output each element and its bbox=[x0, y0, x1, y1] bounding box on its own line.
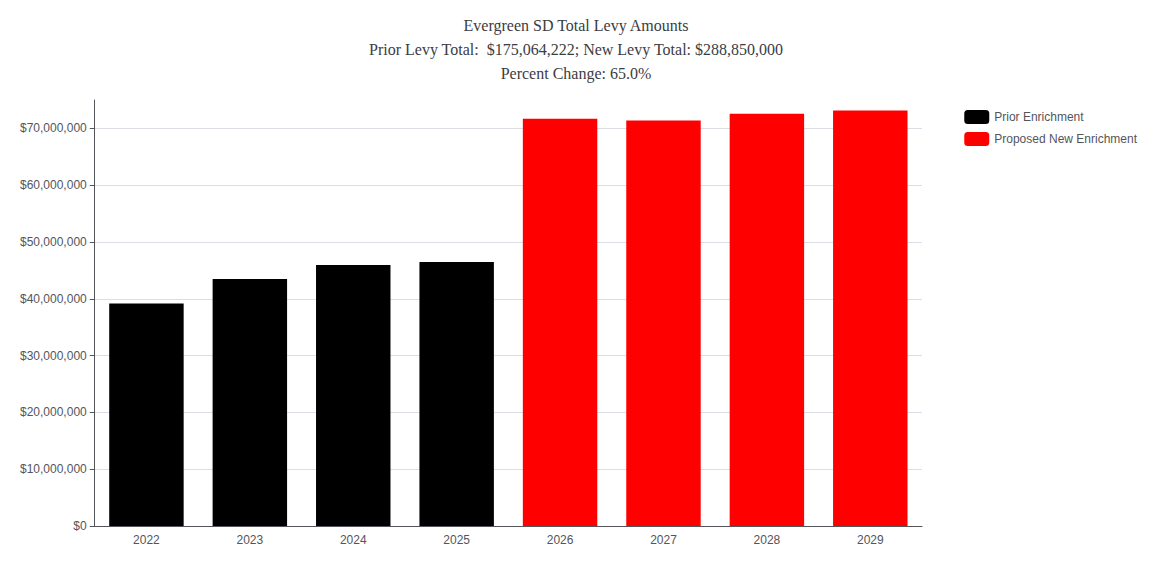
svg-text:$40,000,000: $40,000,000 bbox=[20, 292, 87, 306]
svg-text:$50,000,000: $50,000,000 bbox=[20, 235, 87, 249]
svg-text:$20,000,000: $20,000,000 bbox=[20, 405, 87, 419]
svg-text:Percent Change: 65.0%: Percent Change: 65.0% bbox=[501, 65, 652, 83]
svg-text:$10,000,000: $10,000,000 bbox=[20, 462, 87, 476]
svg-text:$60,000,000: $60,000,000 bbox=[20, 178, 87, 192]
svg-text:Proposed New Enrichment: Proposed New Enrichment bbox=[994, 132, 1137, 146]
svg-text:2029: 2029 bbox=[857, 533, 884, 547]
svg-text:$30,000,000: $30,000,000 bbox=[20, 349, 87, 363]
svg-text:2028: 2028 bbox=[754, 533, 781, 547]
svg-text:2027: 2027 bbox=[650, 533, 677, 547]
svg-text:Evergreen SD Total Levy Amount: Evergreen SD Total Levy Amounts bbox=[464, 17, 689, 35]
svg-text:2023: 2023 bbox=[236, 533, 263, 547]
svg-text:$70,000,000: $70,000,000 bbox=[20, 121, 87, 135]
svg-text:2024: 2024 bbox=[340, 533, 367, 547]
svg-text:$0: $0 bbox=[73, 519, 87, 533]
svg-text:2022: 2022 bbox=[133, 533, 160, 547]
svg-text:2026: 2026 bbox=[547, 533, 574, 547]
svg-text:Prior Levy Total: $175,064,22: Prior Levy Total: $175,064,222; New Levy… bbox=[369, 41, 783, 59]
svg-text:2025: 2025 bbox=[443, 533, 470, 547]
svg-text:Prior Enrichment: Prior Enrichment bbox=[994, 110, 1084, 124]
